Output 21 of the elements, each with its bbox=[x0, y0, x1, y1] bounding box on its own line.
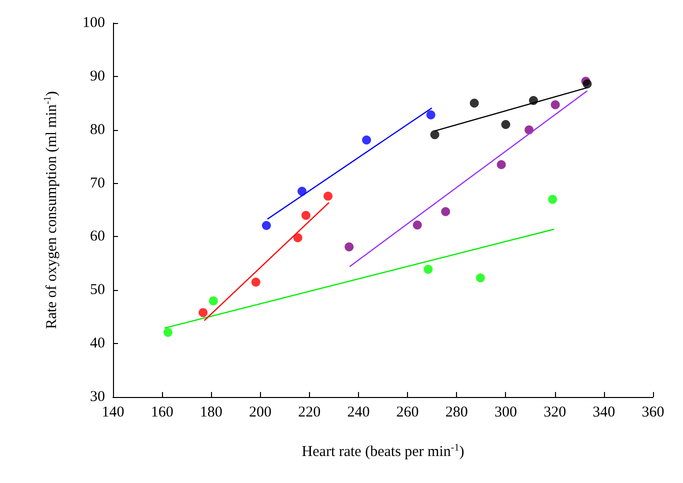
y-tick-label: 90 bbox=[90, 68, 105, 84]
x-tick-label: 280 bbox=[445, 404, 468, 420]
x-tick-label: 160 bbox=[150, 404, 174, 420]
x-tick-label: 180 bbox=[200, 404, 222, 420]
y-tick-label: 50 bbox=[90, 282, 105, 298]
x-tick-label: 200 bbox=[249, 404, 272, 420]
x-tick-label: 260 bbox=[396, 404, 419, 420]
y-tick-label: 80 bbox=[90, 122, 105, 138]
y-tick-label: 60 bbox=[90, 228, 105, 245]
x-tick-label: 300 bbox=[494, 404, 517, 420]
y-tick-label: 100 bbox=[82, 15, 105, 31]
x-tick-label: 320 bbox=[544, 404, 566, 420]
x-tick-label: 240 bbox=[347, 404, 370, 420]
x-tick-label: 340 bbox=[592, 404, 616, 420]
x-tick-label: 220 bbox=[298, 404, 321, 420]
y-tick-label: 30 bbox=[90, 389, 105, 405]
y-axis-title: Rate of oxygen consumption (ml min-1) bbox=[42, 91, 60, 329]
x-tick-label: 140 bbox=[102, 404, 124, 420]
x-tick-label: 360 bbox=[642, 404, 664, 420]
y-tick-label: 40 bbox=[90, 336, 105, 352]
y-tick-label: 70 bbox=[90, 175, 105, 192]
